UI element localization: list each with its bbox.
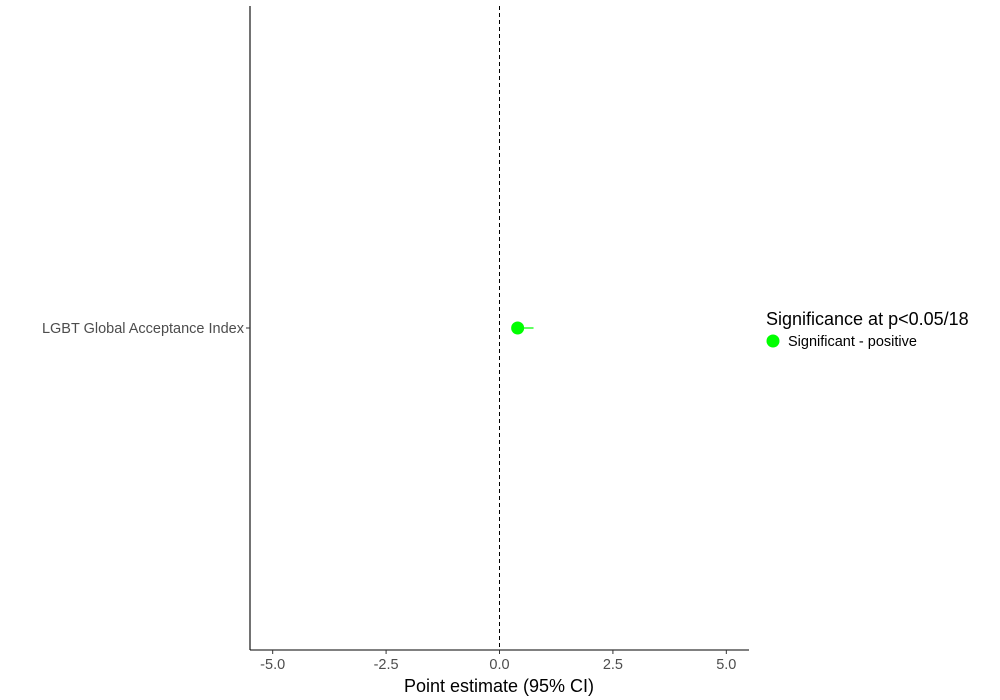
x-tick-label: -2.5	[374, 657, 399, 673]
y-tick-label: LGBT Global Acceptance Index	[42, 321, 245, 337]
x-axis-title: Point estimate (95% CI)	[404, 676, 594, 696]
x-tick-label: -5.0	[260, 657, 285, 673]
legend-entries: Significant - positive	[766, 334, 917, 350]
x-tick-label: 2.5	[603, 657, 623, 673]
point-estimate	[511, 321, 525, 335]
legend-title: Significance at p<0.05/18	[766, 309, 969, 329]
x-tick-label: 5.0	[716, 657, 736, 673]
legend-key	[766, 334, 780, 348]
axes: -5.0 -2.5 0.0 2.5 5.0 LGBT Global Acceptance …	[42, 6, 749, 673]
data-points	[511, 321, 534, 335]
legend-label: Significant - positive	[788, 334, 917, 350]
legend: Significance at p<0.05/18 Significant - …	[766, 309, 969, 350]
x-tick-label: 0.0	[489, 657, 509, 673]
